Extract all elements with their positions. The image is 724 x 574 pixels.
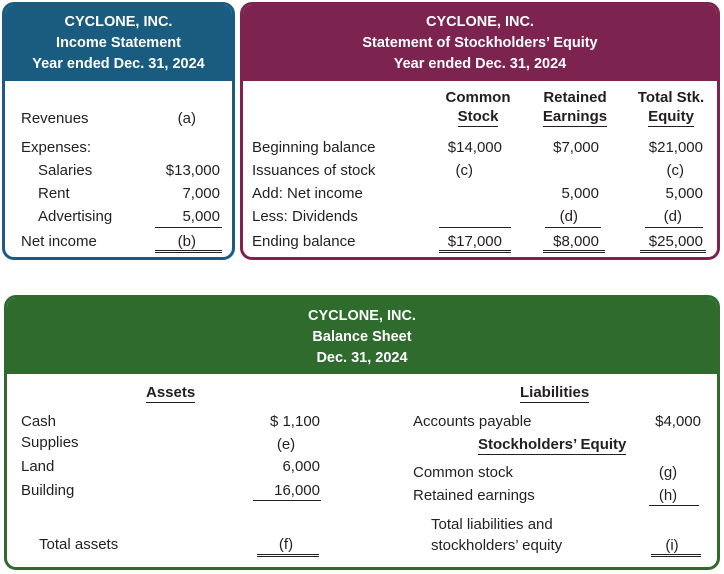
- asset-building-label: Building: [21, 482, 75, 499]
- asset-cash-label: Cash: [21, 413, 57, 430]
- rent-label: Rent: [38, 185, 70, 202]
- revenues-label: Revenues: [21, 110, 89, 127]
- row-issuances-label: Issuances of stock: [252, 162, 376, 179]
- row-dividends-total: (d): [663, 208, 682, 225]
- statement-title: Income Statement: [56, 35, 181, 51]
- statement-title: Balance Sheet: [312, 329, 412, 345]
- retained-earnings-subtotal-underline: [545, 227, 601, 228]
- row-beginning-balance-label: Beginning balance: [252, 139, 376, 156]
- asset-cash-value: $ 1,100: [269, 413, 320, 430]
- row-issuances-common-stock: (c): [455, 162, 474, 179]
- total-liabilities-equity-label-line1: Total liabilities and: [431, 516, 553, 533]
- balance-sheet-panel: CYCLONE, INC. Balance Sheet Dec. 31, 202…: [4, 295, 720, 570]
- net-income-value: (b): [177, 233, 196, 250]
- advertising-value: 5,000: [182, 208, 220, 225]
- total-assets-value: (f): [278, 536, 294, 553]
- total-equity-ending-double-underline: [640, 250, 706, 253]
- accounts-payable-label: Accounts payable: [413, 413, 532, 430]
- total-assets-double-underline: [257, 554, 319, 557]
- asset-supplies-label: Supplies: [21, 434, 79, 451]
- column-header-common-stock-line2: Stock: [457, 108, 499, 127]
- company-name: CYCLONE, INC.: [64, 14, 173, 30]
- row-ending-balance-total: $25,000: [648, 233, 703, 250]
- total-liabilities-equity-value: (i): [665, 537, 679, 554]
- balance-sheet-header: CYCLONE, INC. Balance Sheet Dec. 31, 202…: [7, 298, 717, 374]
- retained-earnings-value: (h): [658, 487, 678, 504]
- liabilities-heading: Liabilities: [520, 384, 590, 403]
- retained-earnings-ending-double-underline: [543, 250, 605, 253]
- row-dividends-label: Less: Dividends: [252, 208, 358, 225]
- row-net-income-retained-earnings: 5,000: [561, 185, 599, 202]
- row-ending-balance-retained-earnings: $8,000: [553, 233, 599, 250]
- expenses-label: Expenses:: [21, 139, 92, 156]
- common-stock-ending-double-underline: [439, 250, 511, 253]
- statement-date: Dec. 31, 2024: [316, 350, 408, 366]
- row-net-income-label: Add: Net income: [252, 185, 363, 202]
- equity-statement-header: CYCLONE, INC. Statement of Stockholders’…: [243, 5, 717, 81]
- common-stock-value: (g): [658, 464, 678, 481]
- column-header-retained-earnings-line1: Retained: [543, 89, 607, 106]
- advertising-label: Advertising: [38, 208, 113, 225]
- row-net-income-total: 5,000: [665, 185, 703, 202]
- company-name: CYCLONE, INC.: [426, 14, 534, 30]
- row-issuances-total: (c): [666, 162, 685, 179]
- equity-statement-panel: CYCLONE, INC. Statement of Stockholders’…: [240, 2, 720, 260]
- rent-value: 7,000: [182, 185, 220, 202]
- accounts-payable-value: $4,000: [655, 413, 701, 430]
- column-header-total-equity-line2: Equity: [648, 108, 694, 127]
- column-header-total-equity-line1: Total Stk.: [637, 89, 705, 106]
- company-name: CYCLONE, INC.: [308, 308, 416, 324]
- revenues-value: (a): [177, 110, 196, 127]
- total-equity-subtotal-underline: [645, 227, 703, 228]
- total-assets-label: Total assets: [39, 536, 119, 553]
- total-liabilities-equity-double-underline: [651, 554, 701, 557]
- statement-period: Year ended Dec. 31, 2024: [393, 56, 567, 72]
- assets-subtotal-underline: [253, 500, 321, 501]
- row-ending-balance-label: Ending balance: [252, 233, 356, 250]
- row-beginning-balance-retained-earnings: $7,000: [553, 139, 599, 156]
- net-income-label: Net income: [21, 233, 97, 250]
- assets-heading: Assets: [146, 384, 196, 403]
- salaries-label: Salaries: [38, 162, 93, 179]
- statement-period: Year ended Dec. 31, 2024: [32, 56, 205, 72]
- expenses-total-underline: [155, 227, 222, 228]
- row-beginning-balance-total: $21,000: [648, 139, 703, 156]
- row-ending-balance-common-stock: $17,000: [447, 233, 502, 250]
- row-dividends-retained-earnings: (d): [559, 208, 578, 225]
- row-beginning-balance-common-stock: $14,000: [447, 139, 502, 156]
- income-statement-header: CYCLONE, INC. Income Statement Year ende…: [5, 5, 232, 81]
- asset-supplies-value: (e): [276, 436, 296, 453]
- stockholders-equity-heading: Stockholders’ Equity: [478, 436, 627, 455]
- asset-land-value: 6,000: [282, 458, 320, 475]
- column-header-common-stock-line1: Common: [445, 89, 511, 106]
- column-header-retained-earnings-line2: Earnings: [542, 108, 608, 127]
- asset-land-label: Land: [21, 458, 55, 475]
- salaries-value: $13,000: [165, 162, 220, 179]
- net-income-double-underline: [155, 250, 222, 253]
- equity-subtotal-underline: [649, 505, 699, 506]
- retained-earnings-label: Retained earnings: [413, 487, 535, 504]
- statement-title: Statement of Stockholders’ Equity: [362, 35, 598, 51]
- income-statement-panel: CYCLONE, INC. Income Statement Year ende…: [2, 2, 235, 260]
- total-liabilities-equity-label-line2: stockholders’ equity: [431, 537, 563, 554]
- asset-building-value: 16,000: [274, 482, 320, 499]
- common-stock-subtotal-underline: [439, 227, 511, 228]
- common-stock-label: Common stock: [413, 464, 514, 481]
